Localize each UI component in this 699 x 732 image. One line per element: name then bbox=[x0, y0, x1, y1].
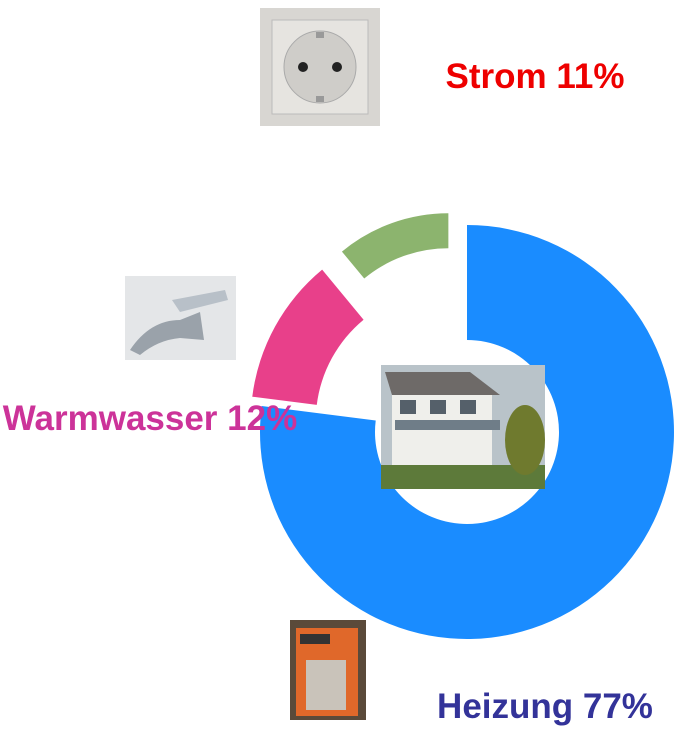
socket-icon bbox=[260, 8, 380, 126]
heater-icon bbox=[290, 620, 366, 720]
heizung-label: Heizung 77% bbox=[437, 687, 653, 726]
strom-label: Strom 11% bbox=[445, 57, 625, 96]
warmwasser-label: Warmwasser 12% bbox=[2, 399, 298, 438]
faucet-icon bbox=[125, 276, 236, 360]
house-icon bbox=[381, 365, 545, 489]
donut-segment bbox=[341, 213, 449, 279]
donut-segment bbox=[259, 225, 674, 639]
donut-segment bbox=[252, 269, 364, 405]
